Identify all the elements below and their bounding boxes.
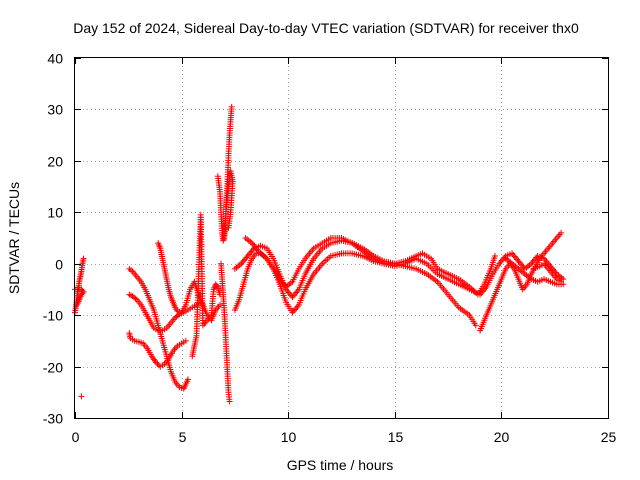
chart-title: Day 152 of 2024, Sidereal Day-to-day VTE… bbox=[73, 20, 579, 36]
data-point-marker bbox=[228, 103, 235, 110]
data-point-marker bbox=[558, 229, 565, 236]
data-point-marker bbox=[80, 255, 87, 262]
y-tick-label: 20 bbox=[47, 154, 63, 170]
y-tick-label: -10 bbox=[43, 308, 63, 324]
data-point-marker bbox=[226, 398, 233, 405]
data-point-marker bbox=[492, 253, 499, 259]
x-axis-label: GPS time / hours bbox=[287, 457, 394, 473]
y-tick-label: 30 bbox=[47, 102, 63, 118]
data-point-marker bbox=[558, 278, 565, 285]
y-tick-label: -20 bbox=[43, 360, 63, 376]
data-point-marker bbox=[182, 337, 189, 344]
x-tick-label: 0 bbox=[72, 429, 80, 445]
data-point-marker bbox=[213, 282, 220, 289]
x-tick-label: 20 bbox=[494, 429, 510, 445]
y-tick-label: 10 bbox=[47, 205, 63, 221]
x-tick-label: 5 bbox=[179, 429, 187, 445]
data-point-marker bbox=[78, 393, 85, 400]
data-point-marker bbox=[74, 301, 81, 308]
y-axis-label: SDTVAR / TECUs bbox=[6, 182, 22, 294]
data-marks-layer bbox=[72, 103, 567, 405]
data-point-marker bbox=[184, 376, 191, 383]
data-point-marker bbox=[220, 236, 227, 243]
data-point-marker bbox=[472, 322, 479, 329]
plot-frame bbox=[74, 57, 609, 419]
data-point-marker bbox=[153, 359, 160, 366]
data-point-marker bbox=[154, 360, 161, 367]
data-point-marker bbox=[175, 312, 182, 319]
ticks-layer: 0 5 10 15 20 25 -30 -20 -10 0 10 20 30 40 bbox=[43, 51, 617, 446]
data-point-marker bbox=[220, 237, 227, 244]
data-point-marker bbox=[225, 224, 232, 231]
y-tick-label: 40 bbox=[47, 51, 63, 67]
data-point-marker bbox=[216, 301, 223, 308]
data-point-marker bbox=[132, 295, 139, 302]
y-tick-label: -30 bbox=[43, 411, 63, 427]
x-tick-label: 10 bbox=[281, 429, 297, 445]
x-tick-label: 15 bbox=[388, 429, 404, 445]
x-tick-label: 25 bbox=[601, 429, 617, 445]
y-tick-label: 0 bbox=[55, 257, 63, 273]
